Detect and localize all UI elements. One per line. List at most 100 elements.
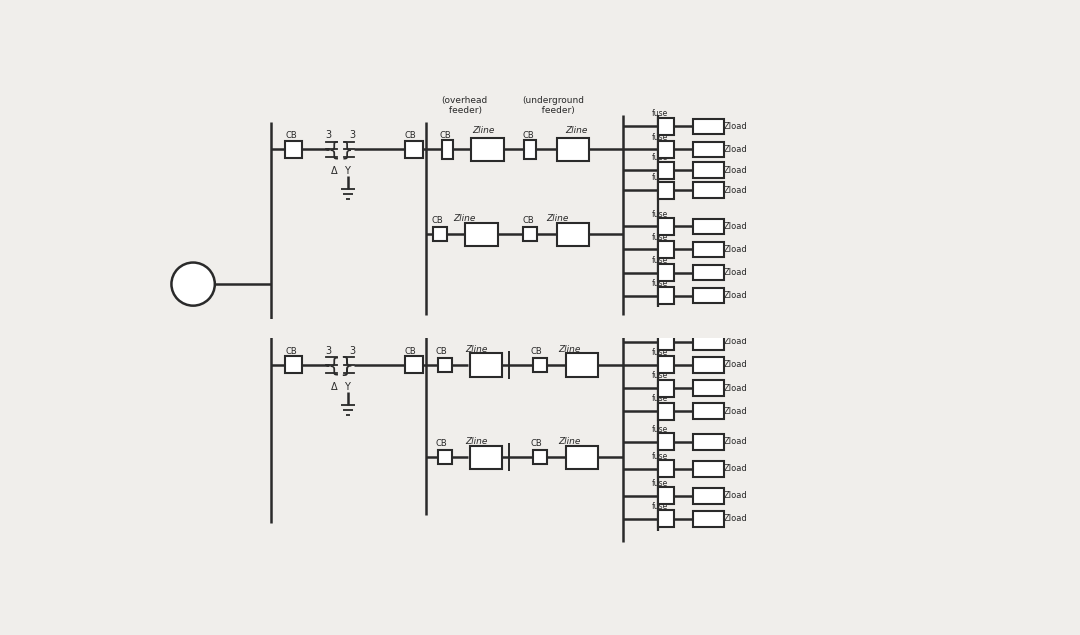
Text: fuse: fuse <box>651 173 667 182</box>
Text: Y: Y <box>345 382 350 392</box>
Text: (overhead
 feeder): (overhead feeder) <box>442 96 487 115</box>
Text: CB: CB <box>530 347 542 356</box>
Text: Zload: Zload <box>724 384 747 392</box>
Text: 3: 3 <box>326 130 332 140</box>
Text: fuse: fuse <box>651 232 667 242</box>
Text: Zload: Zload <box>724 291 747 300</box>
Text: Zload: Zload <box>724 361 747 370</box>
Bar <box>470 446 502 469</box>
Text: }: } <box>339 356 353 376</box>
Bar <box>693 163 724 178</box>
Bar <box>693 403 724 419</box>
Text: CB: CB <box>522 131 534 140</box>
Text: fuse: fuse <box>651 348 667 357</box>
Bar <box>658 403 674 420</box>
Text: fuse: fuse <box>651 452 667 461</box>
Bar <box>693 288 724 304</box>
Bar <box>433 227 446 241</box>
Text: Δ: Δ <box>330 166 337 176</box>
Bar <box>658 141 674 158</box>
Text: fuse: fuse <box>651 109 667 119</box>
Bar <box>693 334 724 349</box>
Bar <box>693 380 724 396</box>
Bar <box>525 140 536 159</box>
Text: Y: Y <box>345 166 350 176</box>
Bar <box>566 354 598 377</box>
Text: Zload: Zload <box>724 185 747 195</box>
Bar <box>693 461 724 477</box>
Bar <box>658 380 674 396</box>
Text: Zload: Zload <box>724 222 747 231</box>
Text: fuse: fuse <box>651 502 667 511</box>
Text: G: G <box>187 280 197 293</box>
Text: CB: CB <box>522 216 534 225</box>
Bar <box>693 265 724 280</box>
Text: {: { <box>328 356 340 375</box>
Text: Zload: Zload <box>724 166 747 175</box>
Bar <box>693 242 724 257</box>
Bar <box>285 356 302 373</box>
Bar <box>658 162 674 178</box>
Text: Zline: Zline <box>546 214 568 223</box>
Text: fuse: fuse <box>651 133 667 142</box>
Bar <box>693 182 724 198</box>
Bar <box>465 222 498 246</box>
Text: Zline: Zline <box>464 438 487 446</box>
Bar <box>693 358 724 373</box>
Text: fuse: fuse <box>651 279 667 288</box>
Text: Zline: Zline <box>557 345 580 354</box>
Text: CB: CB <box>435 439 447 448</box>
Circle shape <box>172 262 215 305</box>
Bar <box>693 434 724 450</box>
Text: fuse: fuse <box>651 371 667 380</box>
Text: CB: CB <box>404 131 416 140</box>
Bar <box>556 138 590 161</box>
Text: {: { <box>328 140 340 159</box>
Bar <box>658 460 674 478</box>
Text: Zline: Zline <box>454 214 475 223</box>
Bar <box>658 117 674 135</box>
Text: CB: CB <box>286 347 297 356</box>
Bar <box>442 140 454 159</box>
Text: fuse: fuse <box>651 394 667 403</box>
Text: }: } <box>340 140 353 159</box>
Text: fuse: fuse <box>651 256 667 265</box>
Bar <box>534 358 548 372</box>
Text: Zline: Zline <box>566 126 588 135</box>
Bar <box>658 264 674 281</box>
Text: CB: CB <box>286 131 297 140</box>
Text: Zload: Zload <box>724 122 747 131</box>
Bar <box>405 141 422 158</box>
Text: Zline: Zline <box>464 345 487 354</box>
Bar <box>658 218 674 235</box>
Bar <box>470 354 502 377</box>
Text: CB: CB <box>435 347 447 356</box>
Bar <box>438 450 451 464</box>
Text: fuse: fuse <box>651 425 667 434</box>
Text: CB: CB <box>431 216 443 225</box>
Bar <box>693 119 724 134</box>
Bar <box>471 138 504 161</box>
Bar <box>658 333 674 351</box>
Bar <box>658 488 674 504</box>
Text: Zload: Zload <box>724 337 747 346</box>
Text: 3: 3 <box>349 130 355 140</box>
Bar <box>566 446 598 469</box>
Text: Zload: Zload <box>724 514 747 523</box>
Bar <box>658 434 674 450</box>
Text: CB: CB <box>530 439 542 448</box>
Text: Zline: Zline <box>557 438 580 446</box>
Bar <box>693 511 724 526</box>
Text: Zload: Zload <box>724 145 747 154</box>
Text: Δ: Δ <box>330 382 337 392</box>
Text: fuse: fuse <box>651 479 667 488</box>
Text: Zload: Zload <box>724 438 747 446</box>
Bar <box>285 141 302 158</box>
Bar <box>135 319 972 338</box>
Bar <box>658 287 674 304</box>
Text: fuse: fuse <box>651 210 667 218</box>
Bar <box>658 511 674 528</box>
Text: Zload: Zload <box>724 464 747 474</box>
Text: (underground
   feeder): (underground feeder) <box>523 96 584 115</box>
Bar <box>693 142 724 157</box>
